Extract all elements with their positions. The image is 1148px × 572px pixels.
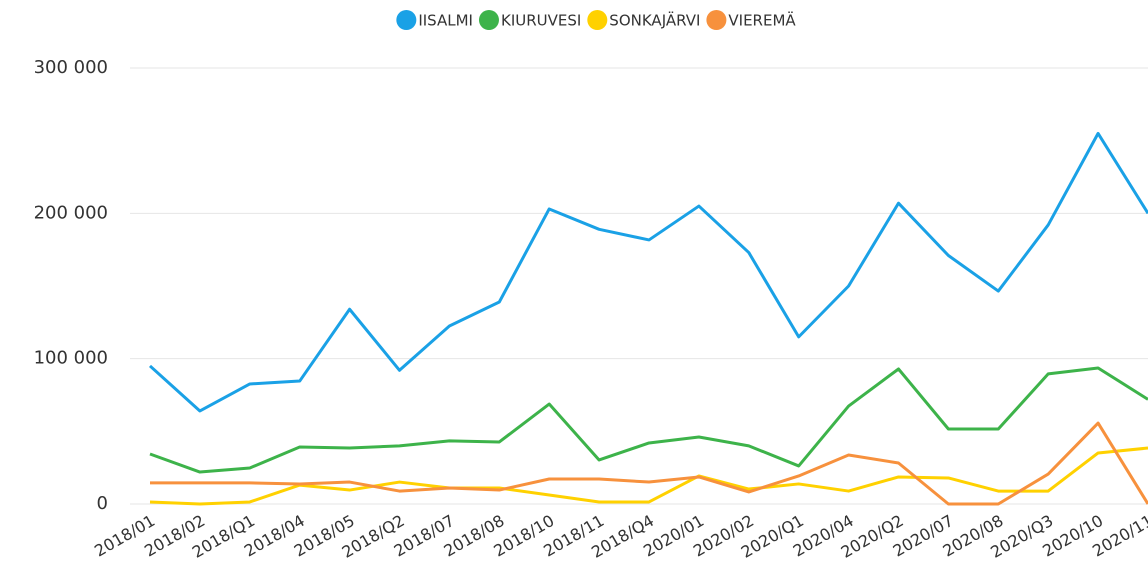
- series-line: [149, 366, 1148, 474]
- series-line: [149, 446, 1148, 506]
- legend-marker: [706, 10, 727, 30]
- y-tick-label: 0: [97, 493, 108, 514]
- legend-label: VIEREMÄ: [728, 11, 796, 30]
- legend: IISALMI KIURUVESI SONKAJÄRVI VIEREMÄ: [396, 10, 796, 30]
- y-tick-label: 100 000: [34, 348, 108, 369]
- legend-marker: [478, 10, 499, 30]
- legend-label: KIURUVESI: [501, 12, 581, 30]
- y-tick-label: 300 000: [34, 57, 108, 78]
- legend-marker: [396, 10, 417, 30]
- legend-marker: [587, 10, 608, 30]
- series-line: [148, 131, 1148, 413]
- y-tick-label: 200 000: [34, 202, 108, 223]
- legend-label: SONKAJÄRVI: [609, 11, 700, 30]
- series-line: [150, 421, 1148, 506]
- legend-label: IISALMI: [418, 12, 473, 30]
